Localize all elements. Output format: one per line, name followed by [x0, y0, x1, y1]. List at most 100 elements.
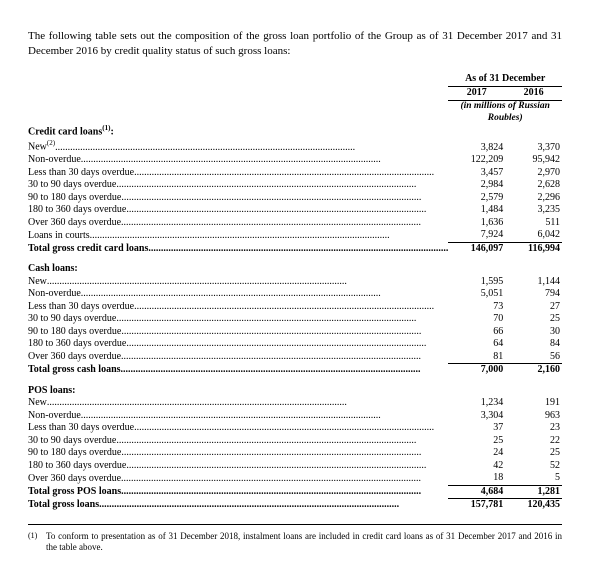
table-row: Less than 30 days overdue...............… — [28, 422, 562, 435]
spacer-row — [28, 377, 562, 385]
row-label: Loans in courts.........................… — [28, 229, 448, 242]
table-row: 180 to 360 days overdue.................… — [28, 460, 562, 473]
intro-paragraph: The following table sets out the composi… — [28, 29, 562, 59]
value-cell: 27 — [505, 301, 562, 314]
row-label: 30 to 90 days overdue...................… — [28, 435, 448, 448]
value-cell: 5,051 — [448, 288, 505, 301]
section-title: POS loans: — [28, 385, 448, 398]
row-label: Non-overdue.............................… — [28, 288, 448, 301]
table-row: New(2)..................................… — [28, 139, 562, 154]
row-label: Over 360 days overdue...................… — [28, 217, 448, 230]
row-label: 30 to 90 days overdue...................… — [28, 179, 448, 192]
value-cell: 73 — [448, 301, 505, 314]
table-row: 180 to 360 days overdue.................… — [28, 204, 562, 217]
value-cell: 3,235 — [505, 204, 562, 217]
unit-row: (in millions of Russian Roubles) — [28, 100, 562, 124]
row-label: Less than 30 days overdue...............… — [28, 301, 448, 314]
row-label: Less than 30 days overdue...............… — [28, 422, 448, 435]
value-cell: 25 — [448, 435, 505, 448]
value-cell: 23 — [505, 422, 562, 435]
year-2016: 2016 — [505, 87, 562, 101]
table-row: Less than 30 days overdue...............… — [28, 301, 562, 314]
value-cell: 1,595 — [448, 276, 505, 289]
table-row: Non-overdue.............................… — [28, 154, 562, 167]
table-row: Over 360 days overdue...................… — [28, 217, 562, 230]
value-cell: 81 — [448, 351, 505, 364]
row-label: 90 to 180 days overdue..................… — [28, 192, 448, 205]
footnote-text: To conform to presentation as of 31 Dece… — [46, 531, 562, 554]
total-row: Total gross POS loans...................… — [28, 485, 562, 499]
row-label: 180 to 360 days overdue.................… — [28, 204, 448, 217]
row-label: Total gross credit card loans...........… — [28, 242, 448, 255]
footnote: (1) To conform to presentation as of 31 … — [28, 531, 562, 554]
value-cell: 95,942 — [505, 154, 562, 167]
value-cell: 24 — [448, 447, 505, 460]
value-cell: 84 — [505, 338, 562, 351]
value-cell: 4,684 — [448, 485, 505, 499]
value-cell: 64 — [448, 338, 505, 351]
row-label: Less than 30 days overdue...............… — [28, 167, 448, 180]
header-span: As of 31 December — [448, 73, 562, 87]
row-label: Total gross loans.......................… — [28, 499, 448, 512]
value-cell: 963 — [505, 410, 562, 423]
value-cell: 5 — [505, 472, 562, 485]
row-label: Total gross cash loans..................… — [28, 364, 448, 377]
table-row: 30 to 90 days overdue...................… — [28, 435, 562, 448]
row-label: New.....................................… — [28, 276, 448, 289]
value-cell: 3,370 — [505, 139, 562, 154]
value-cell: 1,636 — [448, 217, 505, 230]
value-cell: 66 — [448, 326, 505, 339]
value-cell: 1,484 — [448, 204, 505, 217]
value-cell: 3,824 — [448, 139, 505, 154]
header-span-row: As of 31 December — [28, 73, 562, 87]
row-label: Non-overdue.............................… — [28, 410, 448, 423]
row-label: 180 to 360 days overdue.................… — [28, 460, 448, 473]
value-cell: 2,628 — [505, 179, 562, 192]
value-cell: 1,234 — [448, 397, 505, 410]
value-cell: 2,296 — [505, 192, 562, 205]
total-row: Total gross credit card loans...........… — [28, 242, 562, 255]
year-row: 2017 2016 — [28, 87, 562, 101]
table-row: Non-overdue.............................… — [28, 288, 562, 301]
value-cell: 25 — [505, 313, 562, 326]
row-label: 30 to 90 days overdue...................… — [28, 313, 448, 326]
value-cell: 146,097 — [448, 242, 505, 255]
value-cell: 2,984 — [448, 179, 505, 192]
table-row: Loans in courts.........................… — [28, 229, 562, 242]
value-cell: 2,970 — [505, 167, 562, 180]
row-label: 180 to 360 days overdue.................… — [28, 338, 448, 351]
value-cell: 3,304 — [448, 410, 505, 423]
row-label: 90 to 180 days overdue..................… — [28, 447, 448, 460]
value-cell: 37 — [448, 422, 505, 435]
table-row: 90 to 180 days overdue..................… — [28, 192, 562, 205]
unit-text: (in millions of Russian Roubles) — [448, 100, 562, 124]
value-cell: 120,435 — [505, 499, 562, 512]
value-cell: 18 — [448, 472, 505, 485]
table-row: 30 to 90 days overdue...................… — [28, 313, 562, 326]
row-label: Over 360 days overdue...................… — [28, 472, 448, 485]
table-row: 90 to 180 days overdue..................… — [28, 326, 562, 339]
table-row: 180 to 360 days overdue.................… — [28, 338, 562, 351]
value-cell: 1,281 — [505, 485, 562, 499]
value-cell: 52 — [505, 460, 562, 473]
section-header: Cash loans: — [28, 263, 562, 276]
table-row: New.....................................… — [28, 276, 562, 289]
loan-table: As of 31 December 2017 2016 (in millions… — [28, 73, 562, 512]
table-row: Over 360 days overdue...................… — [28, 351, 562, 364]
value-cell: 3,457 — [448, 167, 505, 180]
value-cell: 1,144 — [505, 276, 562, 289]
spacer-row — [28, 255, 562, 263]
section-title: Cash loans: — [28, 263, 448, 276]
section-header: POS loans: — [28, 385, 562, 398]
total-row: Total gross cash loans..................… — [28, 364, 562, 377]
grand-total-row: Total gross loans.......................… — [28, 499, 562, 512]
row-label: New(2)..................................… — [28, 139, 448, 154]
value-cell: 22 — [505, 435, 562, 448]
value-cell: 42 — [448, 460, 505, 473]
row-label: Over 360 days overdue...................… — [28, 351, 448, 364]
row-label: 90 to 180 days overdue..................… — [28, 326, 448, 339]
table-row: 30 to 90 days overdue...................… — [28, 179, 562, 192]
value-cell: 70 — [448, 313, 505, 326]
value-cell: 2,579 — [448, 192, 505, 205]
value-cell: 157,781 — [448, 499, 505, 512]
